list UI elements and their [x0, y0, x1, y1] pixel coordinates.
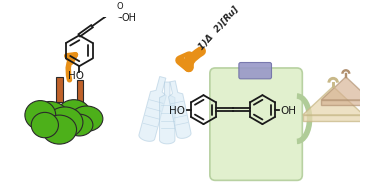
Text: HO: HO [169, 106, 185, 116]
Text: O: O [116, 2, 123, 11]
Polygon shape [321, 100, 370, 105]
FancyBboxPatch shape [239, 63, 271, 79]
FancyArrowPatch shape [180, 51, 201, 67]
Text: HO: HO [68, 71, 84, 81]
Text: OH: OH [121, 13, 136, 23]
Ellipse shape [46, 107, 83, 138]
Polygon shape [303, 86, 364, 115]
FancyBboxPatch shape [210, 68, 302, 180]
Polygon shape [169, 81, 191, 138]
Ellipse shape [57, 100, 90, 127]
Text: OH: OH [280, 106, 296, 116]
Polygon shape [77, 80, 83, 102]
Polygon shape [160, 82, 175, 144]
Text: 1)Δ  2)[Ru]: 1)Δ 2)[Ru] [197, 5, 241, 52]
Ellipse shape [70, 106, 103, 131]
Ellipse shape [31, 112, 59, 138]
Ellipse shape [31, 102, 69, 136]
Polygon shape [56, 77, 63, 102]
Ellipse shape [66, 114, 93, 136]
Polygon shape [321, 77, 370, 100]
Polygon shape [303, 115, 364, 121]
Polygon shape [139, 77, 166, 141]
FancyArrowPatch shape [67, 55, 75, 80]
Ellipse shape [25, 101, 56, 130]
Ellipse shape [42, 115, 77, 144]
